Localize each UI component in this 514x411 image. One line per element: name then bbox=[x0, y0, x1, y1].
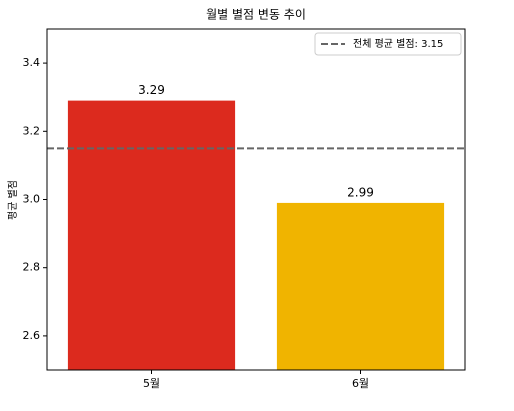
y-tick-label: 2.8 bbox=[23, 261, 41, 274]
legend-label: 전체 평균 별점: 3.15 bbox=[353, 38, 443, 50]
x-tick-label: 6월 bbox=[352, 377, 369, 390]
y-tick-label: 3.0 bbox=[23, 193, 41, 206]
y-tick-label: 3.2 bbox=[23, 124, 41, 137]
y-tick-label: 2.6 bbox=[23, 329, 41, 342]
bar bbox=[67, 100, 236, 371]
chart-title: 월별 별점 변동 추이 bbox=[206, 8, 306, 22]
x-tick-label: 5월 bbox=[143, 377, 160, 390]
legend-box bbox=[314, 32, 462, 56]
data-label: 2.99 bbox=[347, 185, 374, 199]
bar bbox=[276, 202, 445, 370]
axes-frame bbox=[46, 28, 466, 371]
data-label: 3.29 bbox=[138, 83, 165, 97]
y-tick-label: 3.4 bbox=[23, 56, 41, 69]
y-axis-label: 평균 별점 bbox=[7, 180, 19, 220]
